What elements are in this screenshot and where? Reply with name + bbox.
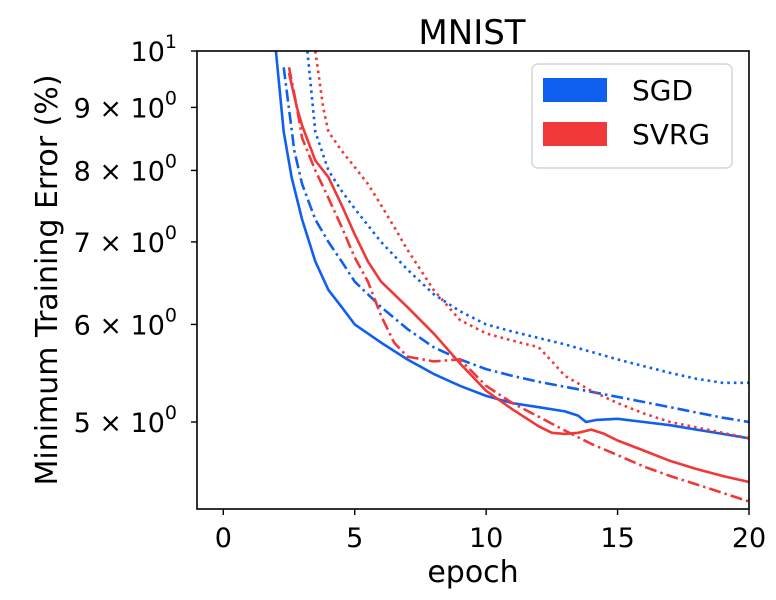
y-axis-label: Minimum Training Error (%) — [30, 74, 65, 485]
y-tick-label: 6 × 100 — [74, 304, 177, 341]
legend: SGD SVRG — [531, 63, 733, 169]
y-tick-label: 9 × 100 — [74, 87, 177, 124]
y-tick-exponent: 0 — [165, 150, 177, 172]
y-tick-label: 101 — [131, 31, 177, 68]
legend-label-sgd: SGD — [632, 74, 693, 107]
y-tick-base: 6 × 10 — [74, 310, 165, 341]
y-tick-label: 8 × 100 — [74, 150, 177, 187]
y-tick-exponent: 0 — [165, 402, 177, 424]
x-axis-label: epoch — [427, 555, 518, 590]
y-tick-label: 5 × 100 — [74, 402, 177, 439]
x-tick-label: 0 — [215, 523, 232, 554]
x-tick-label: 10 — [469, 523, 503, 554]
series-line-svrg-dotted — [314, 51, 749, 440]
x-axis: 0 5 10 15 20 — [215, 509, 766, 554]
y-tick-base: 9 × 10 — [74, 93, 165, 124]
y-tick-exponent: 0 — [165, 222, 177, 244]
y-tick-base: 7 × 10 — [74, 228, 165, 259]
plot-frame — [196, 50, 750, 510]
x-tick-label: 20 — [732, 523, 766, 554]
legend-label-svrg: SVRG — [632, 118, 710, 151]
legend-swatch-svrg — [543, 122, 607, 146]
series-line-sgd-solid — [274, 51, 749, 440]
series-line-svrg-solid — [287, 72, 749, 484]
y-tick-exponent: 0 — [165, 304, 177, 326]
chart-title: MNIST — [418, 13, 525, 53]
x-tick-label: 15 — [600, 523, 634, 554]
y-tick-base: 10 — [131, 37, 165, 68]
y-tick-base: 8 × 10 — [74, 156, 165, 187]
x-tick-label: 5 — [346, 523, 363, 554]
y-tick-exponent: 0 — [165, 87, 177, 109]
legend-swatch-sgd — [543, 78, 607, 102]
series-line-svrg-dashdot — [287, 67, 749, 503]
y-tick-exponent: 1 — [165, 31, 177, 53]
y-tick-label: 7 × 100 — [74, 222, 177, 259]
series-line-sgd-dashdot — [282, 67, 749, 424]
y-tick-base: 5 × 10 — [74, 408, 165, 439]
series-layer — [274, 51, 749, 503]
